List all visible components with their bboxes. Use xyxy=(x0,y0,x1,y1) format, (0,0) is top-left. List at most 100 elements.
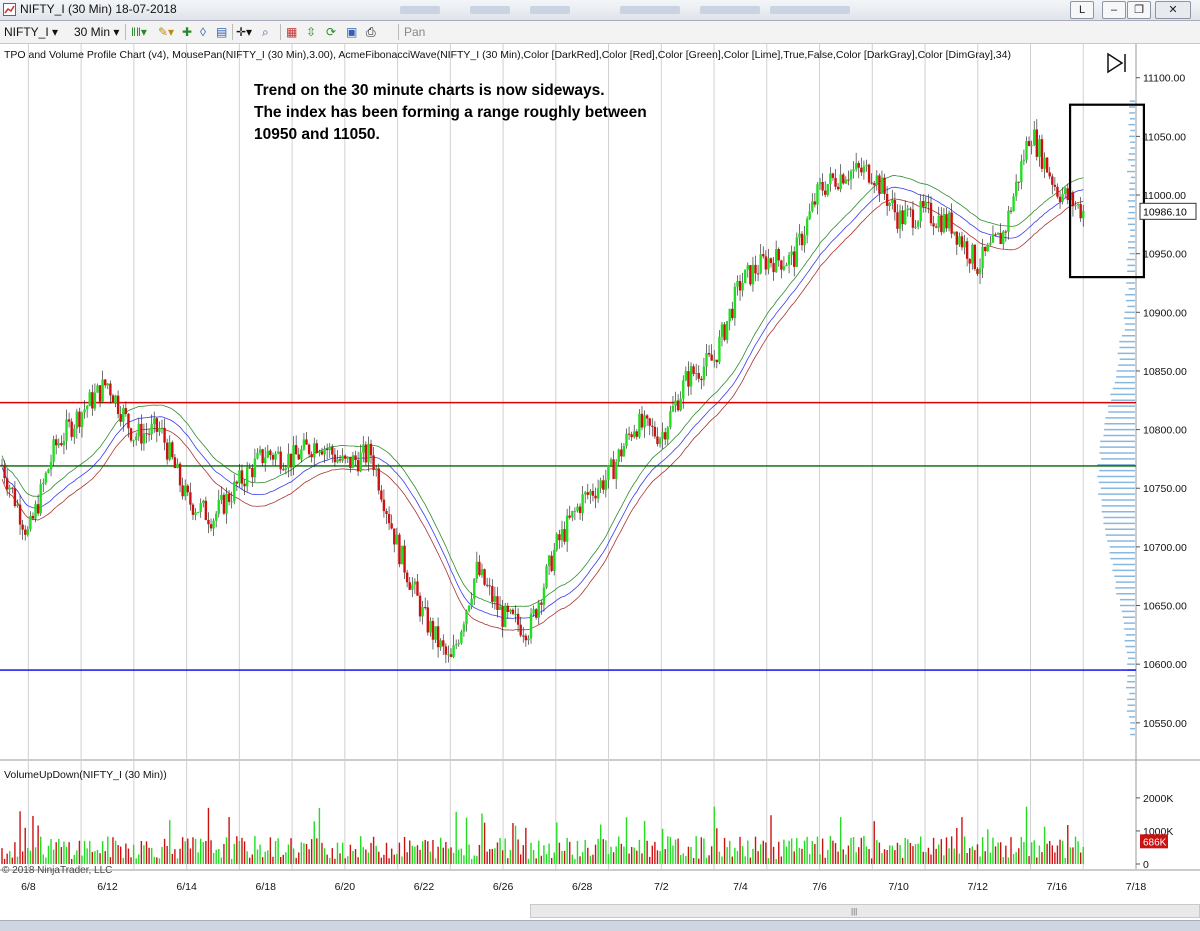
candle-body xyxy=(723,324,726,340)
reload-icon[interactable]: ⟳ xyxy=(326,25,337,39)
pan-button[interactable]: Pan xyxy=(404,25,426,39)
candle-body xyxy=(622,446,626,457)
scroll-grip-icon[interactable]: ||| xyxy=(851,907,858,916)
close-button[interactable]: ✕ xyxy=(1155,1,1191,19)
candle-body xyxy=(746,265,749,270)
candle-body xyxy=(349,456,352,468)
data-box-icon[interactable]: ▣ xyxy=(346,25,358,39)
price-tick-label: 10600.00 xyxy=(1143,659,1187,671)
toolbar-divider xyxy=(232,24,233,40)
candle-body xyxy=(26,529,30,535)
candle-body xyxy=(880,177,884,194)
plot-background xyxy=(0,44,1200,904)
candle-body xyxy=(842,174,845,184)
candle-body xyxy=(565,515,569,542)
candle-body xyxy=(976,269,979,274)
candle-body xyxy=(70,421,73,437)
candle-body xyxy=(1058,196,1062,202)
candle-body xyxy=(950,212,953,234)
candle-body xyxy=(1004,231,1008,233)
candle-body xyxy=(235,481,239,484)
candle-body xyxy=(945,214,948,229)
candle-body xyxy=(109,383,112,396)
candle-body xyxy=(467,605,471,611)
candle-body xyxy=(540,602,543,605)
price-tick-label: 10700.00 xyxy=(1143,542,1187,554)
template-icon[interactable]: ▦ xyxy=(286,25,298,39)
candle-body xyxy=(104,379,107,386)
candle-body xyxy=(1071,192,1075,207)
candle-body xyxy=(390,523,393,529)
candle-body xyxy=(591,490,595,496)
candle-body xyxy=(664,432,667,440)
candle-body xyxy=(57,443,60,446)
candle-body xyxy=(666,427,669,440)
interval-selector[interactable]: 30 Min ▾ xyxy=(74,24,119,40)
annotation-line-3: 10950 and 11050. xyxy=(254,126,380,143)
candle-body xyxy=(282,469,285,471)
candle-body xyxy=(981,246,984,269)
candle-body xyxy=(137,423,140,437)
chart-area[interactable]: 10550.00 10600.00 10650.00 10700.00 10750.00… xyxy=(0,44,1200,904)
volume-tick-label: 2000K xyxy=(1143,793,1173,805)
candle-body xyxy=(44,472,48,483)
crosshair-icon[interactable]: ✛▾ xyxy=(236,25,253,39)
candle-body xyxy=(65,419,68,441)
zoom-icon[interactable]: ⌕ xyxy=(262,25,269,39)
candle-body xyxy=(1048,172,1051,177)
candle-body xyxy=(196,512,200,514)
candle-body xyxy=(382,499,386,512)
candle-body xyxy=(942,214,946,233)
time-tick-label: 7/12 xyxy=(968,881,989,893)
link-button[interactable]: L xyxy=(1070,1,1094,19)
blurred-tab xyxy=(470,6,510,14)
candle-body xyxy=(764,256,768,270)
candle-body xyxy=(336,459,339,463)
properties-icon[interactable]: ▤ xyxy=(216,25,228,39)
bar-style-icon[interactable]: ǁǁ▾ xyxy=(131,25,147,39)
candle-body xyxy=(1014,181,1018,197)
minimize-button[interactable]: – xyxy=(1102,1,1126,19)
candle-body xyxy=(173,457,177,469)
candle-body xyxy=(720,324,724,337)
print-icon[interactable]: ⎙ xyxy=(366,25,376,39)
scale-icon[interactable]: ⇳ xyxy=(306,25,317,39)
candle-body xyxy=(318,451,321,454)
time-tick-label: 6/8 xyxy=(21,881,36,893)
candle-body xyxy=(532,609,535,614)
candle-body xyxy=(852,169,855,172)
candle-body xyxy=(893,200,897,213)
candle-body xyxy=(707,353,711,355)
candle-body xyxy=(847,179,850,181)
candle-body xyxy=(284,468,288,470)
candle-body xyxy=(325,449,329,451)
candle-body xyxy=(1040,139,1044,169)
last-volume-box xyxy=(1140,834,1168,849)
candle-body xyxy=(253,458,257,478)
candle-body xyxy=(553,549,556,571)
price-tick-label: 10850.00 xyxy=(1143,366,1187,378)
strategy-icon[interactable]: ◊ xyxy=(200,25,206,39)
candle-body xyxy=(271,455,275,460)
candle-body xyxy=(547,555,551,567)
jump-to-end-icon[interactable] xyxy=(1107,52,1126,74)
candle-body xyxy=(457,643,460,645)
price-tick-label: 10900.00 xyxy=(1143,307,1187,319)
horizontal-scrollbar[interactable]: ||| xyxy=(530,904,1200,918)
candle-body xyxy=(586,492,589,495)
candle-body xyxy=(965,241,969,259)
candle-body xyxy=(599,480,602,489)
candle-body xyxy=(42,482,45,485)
candle-body xyxy=(671,405,675,412)
candle-body xyxy=(522,635,525,637)
instrument-selector[interactable]: NIFTY_I ▾ xyxy=(4,24,58,40)
pencil-icon[interactable]: ✎▾ xyxy=(158,25,175,39)
candle-body xyxy=(256,452,259,459)
candle-body xyxy=(1009,210,1013,212)
add-indicator-icon[interactable]: ✚ xyxy=(182,25,193,39)
candle-body xyxy=(442,640,445,647)
candle-body xyxy=(865,164,868,167)
candle-body xyxy=(640,413,644,428)
candle-body xyxy=(922,201,925,207)
restore-button[interactable]: ❐ xyxy=(1127,1,1151,19)
